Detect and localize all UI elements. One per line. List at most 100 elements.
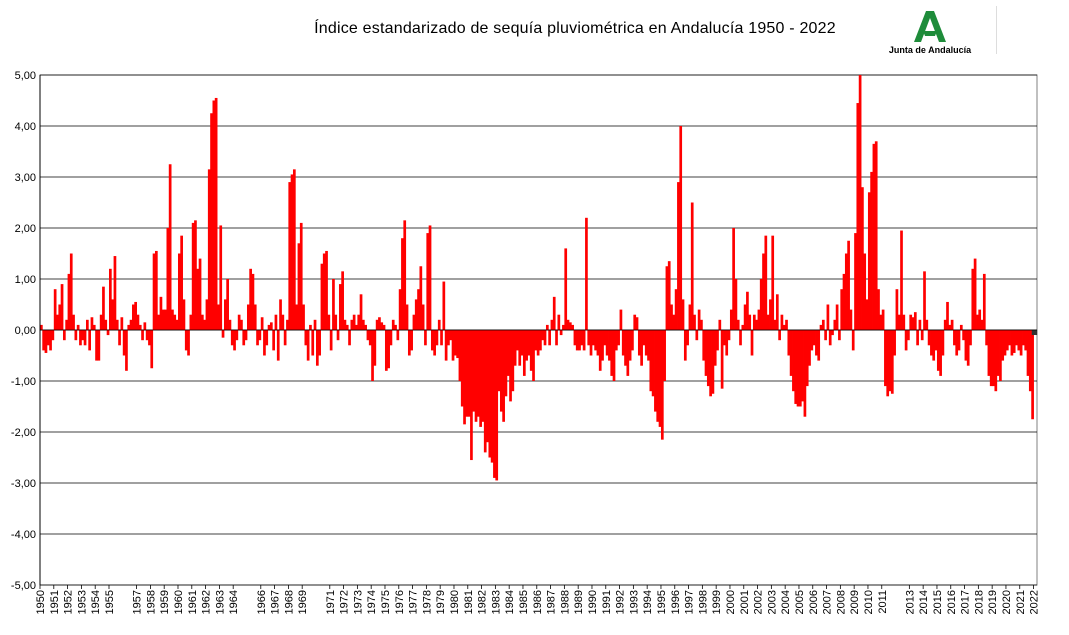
- data-bar: [663, 330, 666, 381]
- data-bar: [424, 330, 427, 346]
- data-bar: [835, 304, 839, 330]
- x-tick-label: 1963: [214, 590, 226, 614]
- data-bar: [688, 304, 692, 330]
- data-bar: [582, 330, 586, 351]
- data-bar: [642, 330, 646, 346]
- data-bar: [890, 330, 894, 394]
- data-bar: [391, 319, 395, 330]
- data-bar: [624, 330, 627, 366]
- data-bar: [978, 309, 982, 330]
- data-bar: [766, 314, 770, 330]
- y-tick-label: 1,00: [15, 274, 36, 286]
- data-bar: [355, 324, 358, 330]
- x-tick-label: 1994: [642, 590, 654, 614]
- data-bar: [939, 330, 942, 376]
- data-bar: [166, 228, 170, 330]
- data-bar: [421, 304, 425, 330]
- data-bar: [97, 330, 101, 361]
- data-bar: [338, 284, 342, 330]
- data-bar: [656, 330, 660, 422]
- data-bar: [483, 330, 487, 453]
- data-bar: [332, 279, 335, 330]
- data-bar: [587, 330, 591, 346]
- data-bar: [679, 126, 683, 330]
- data-bar: [617, 330, 620, 346]
- x-tick-label: 2006: [808, 590, 820, 614]
- data-bar: [79, 330, 82, 346]
- x-tick-label: 1959: [159, 590, 171, 614]
- data-bar: [154, 250, 158, 330]
- data-bar: [856, 103, 860, 330]
- data-bar: [1028, 330, 1032, 392]
- data-bar: [297, 243, 301, 330]
- data-bar: [635, 317, 639, 330]
- data-bar: [640, 330, 643, 366]
- data-bar: [539, 330, 542, 351]
- data-bar: [879, 314, 883, 330]
- data-bar: [810, 330, 814, 351]
- data-bar: [734, 279, 738, 330]
- data-bar: [980, 319, 984, 330]
- data-bar: [198, 258, 202, 330]
- data-bar: [681, 299, 685, 330]
- data-bar: [959, 324, 963, 330]
- data-bar: [150, 330, 154, 369]
- data-bar: [525, 330, 528, 361]
- data-bar: [410, 330, 413, 351]
- data-bar: [817, 330, 821, 361]
- data-bar: [518, 330, 522, 366]
- data-bar: [608, 330, 611, 361]
- data-bar: [479, 330, 482, 427]
- data-bar: [449, 330, 453, 341]
- data-bar: [42, 330, 45, 351]
- data-bar: [122, 330, 126, 356]
- data-bar: [67, 273, 71, 330]
- data-bar: [936, 330, 940, 371]
- data-bar: [789, 330, 793, 376]
- data-bar: [336, 330, 340, 341]
- data-bar: [568, 322, 572, 330]
- data-bar: [394, 324, 397, 330]
- x-tick-label: 1955: [104, 590, 116, 614]
- data-bar: [387, 330, 390, 369]
- data-bar: [723, 330, 726, 346]
- data-bar: [1008, 330, 1011, 346]
- data-bar: [237, 314, 241, 330]
- data-bar: [950, 319, 954, 330]
- data-bar: [511, 330, 515, 392]
- data-bar: [62, 330, 66, 341]
- data-bar: [752, 314, 756, 330]
- x-tick-label: 1990: [587, 590, 599, 614]
- data-bar: [476, 330, 480, 417]
- data-bar: [695, 330, 699, 341]
- data-bar: [651, 330, 655, 397]
- data-bar: [159, 296, 163, 330]
- data-bar: [621, 330, 625, 356]
- data-bar: [697, 309, 701, 330]
- x-tick-label: 2019: [987, 590, 999, 614]
- data-bar: [90, 317, 94, 330]
- data-bar: [953, 330, 956, 346]
- data-bar: [1005, 330, 1009, 351]
- data-bar: [865, 299, 869, 330]
- data-bar: [92, 324, 96, 330]
- x-tick-label: 1978: [421, 590, 433, 614]
- data-bar: [249, 268, 252, 330]
- data-bar: [716, 330, 719, 351]
- x-tick-label: 1951: [49, 590, 61, 614]
- data-bar: [430, 330, 434, 351]
- x-tick-label: 1997: [684, 590, 696, 614]
- data-bar: [513, 330, 517, 366]
- data-bar: [598, 330, 602, 371]
- data-bar: [401, 238, 404, 330]
- data-bar: [152, 253, 156, 330]
- data-bar: [161, 309, 165, 330]
- data-bar: [750, 330, 754, 356]
- x-tick-label: 1979: [435, 590, 447, 614]
- junta-de-andalucia-logo: Junta de Andalucía: [880, 8, 980, 58]
- data-bar: [992, 330, 995, 387]
- y-tick-label: 5,00: [15, 70, 36, 82]
- data-bar: [499, 330, 503, 412]
- data-bar: [470, 330, 473, 461]
